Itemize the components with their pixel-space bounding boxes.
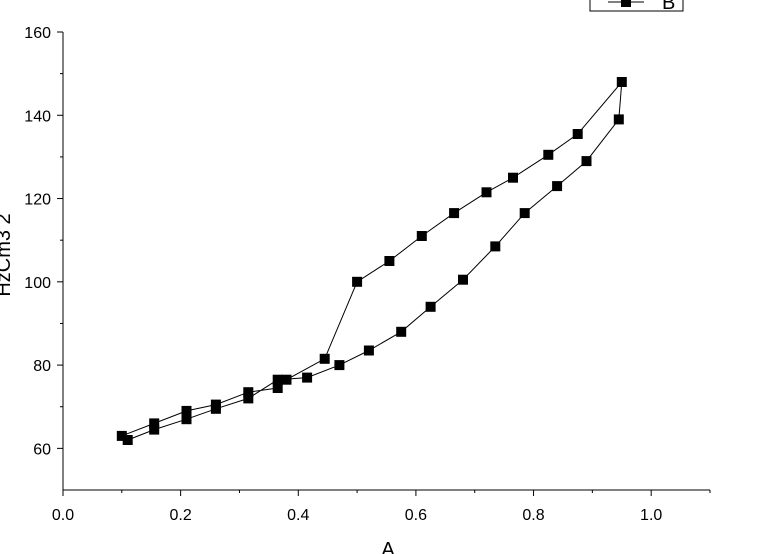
data-point-marker [116,430,127,441]
data-point-marker [543,149,554,160]
data-point-marker [243,393,254,404]
data-point-marker [281,374,292,385]
data-point-marker [458,274,468,285]
x-axis: 0.0 0.2 0.4 0.6 0.8 1.0 [52,489,711,524]
data-point-marker [272,374,283,385]
data-point-marker [181,414,192,425]
data-point-marker [613,114,624,125]
data-point-marker [490,241,501,252]
y-tick-label: 160 [24,25,51,42]
data-point-marker [449,208,460,219]
y-tick-label: 80 [33,358,51,375]
y-axis: 60 80 100 120 140 160 [24,25,64,490]
data-point-marker [149,424,160,435]
data-point-marker [552,181,563,192]
data-point-marker [302,372,313,383]
legend-label: B [662,0,675,14]
y-axis-title: HzCm3 2 [0,213,15,296]
data-point-marker [508,172,518,183]
x-axis-title: A [381,539,395,554]
data-point-marker [425,301,436,312]
x-tick-label: 0.4 [287,507,309,524]
data-point-marker [519,208,530,219]
data-point-marker [416,231,427,241]
series-layer [116,77,627,445]
data-point-marker [572,129,583,139]
y-tick-label: 60 [33,441,51,458]
data-point-marker [181,405,192,416]
x-tick-label: 0.6 [405,507,427,524]
data-point-marker [352,276,363,287]
x-tick-label: 0.2 [170,507,192,524]
data-point-marker [384,256,395,266]
data-point-marker [210,403,221,414]
x-tick-label: 0.8 [522,507,544,524]
data-point-marker [243,387,254,398]
legend-marker [621,0,631,7]
series-line [121,80,623,441]
y-tick-label: 140 [24,108,51,125]
x-tick-label: 1.0 [640,507,662,524]
data-point-marker [149,418,160,429]
legend-box [589,0,684,12]
data-point-marker [319,353,330,364]
x-tick-label: 0.0 [52,507,74,524]
legend: B [589,0,684,14]
y-tick-label: 100 [24,275,51,292]
data-point-marker [616,77,627,87]
y-tick-label: 120 [24,192,51,209]
data-point-marker [363,345,374,356]
data-point-marker [481,187,492,198]
data-point-marker [122,435,133,445]
data-point-marker [272,383,283,393]
data-point-marker [581,156,592,167]
data-point-marker [334,360,345,371]
data-point-marker [396,326,407,337]
